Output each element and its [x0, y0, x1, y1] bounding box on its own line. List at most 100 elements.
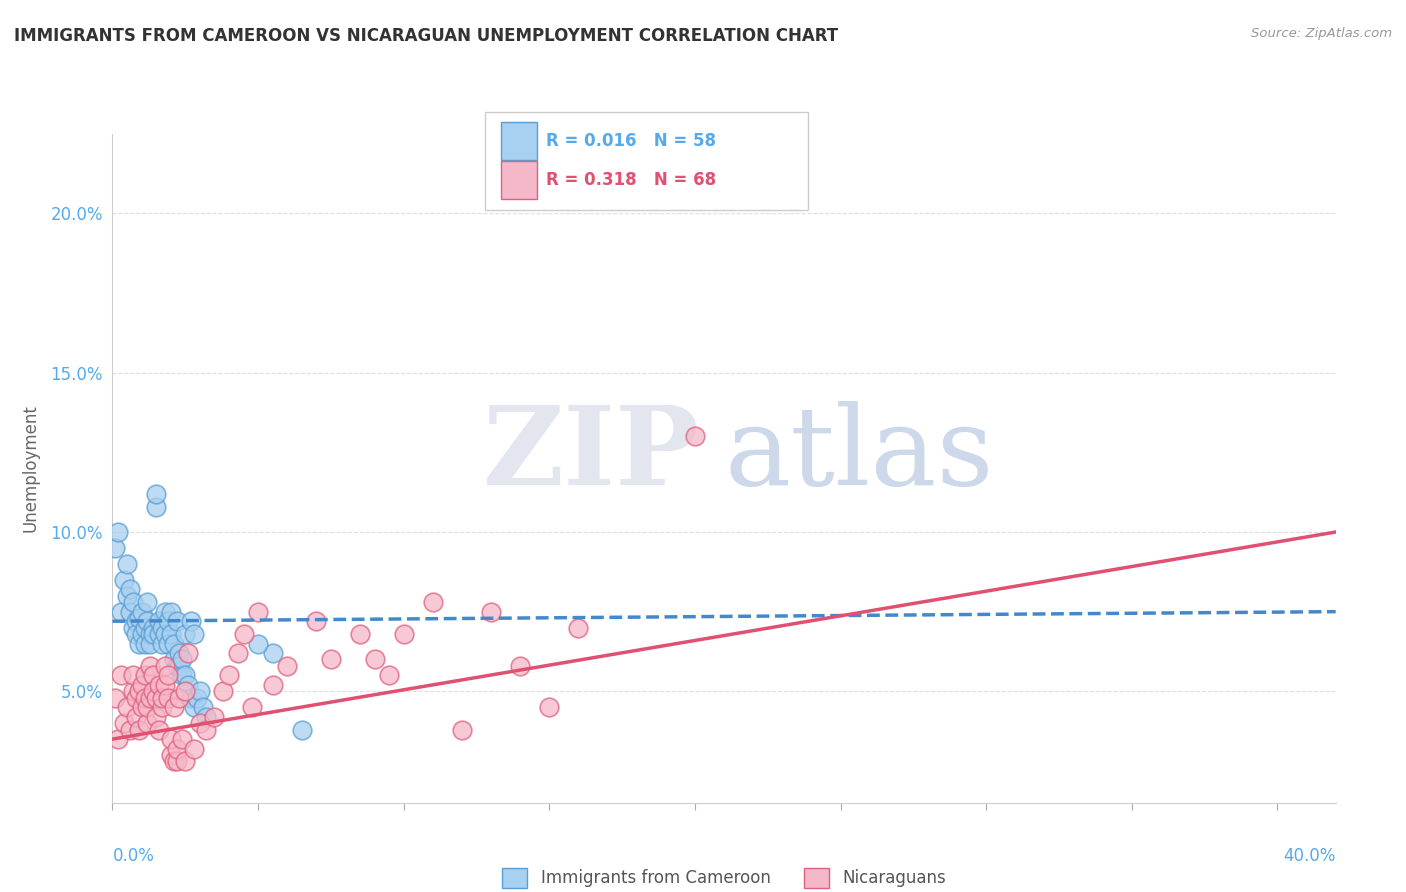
Point [136, 700, 159, 714]
Point [378, 668, 401, 682]
Point [156, 614, 179, 628]
Point [134, 621, 156, 635]
Point [134, 668, 156, 682]
Point [156, 636, 179, 650]
Point [247, 636, 270, 650]
Point [153, 605, 176, 619]
Point [134, 636, 156, 650]
Point [150, 690, 173, 705]
Point [183, 741, 205, 756]
Point [145, 710, 167, 724]
Point [166, 614, 188, 628]
Point [125, 614, 148, 628]
Point [305, 614, 328, 628]
Point [148, 614, 170, 628]
Point [125, 710, 148, 724]
Point [163, 652, 186, 666]
Point [159, 605, 181, 619]
Point [319, 652, 342, 666]
Text: 40.0%: 40.0% [1284, 847, 1336, 865]
Point [349, 627, 371, 641]
Point [104, 541, 127, 555]
Point [188, 684, 211, 698]
Point [139, 636, 162, 650]
Point [177, 646, 200, 660]
Point [153, 678, 176, 692]
Point [683, 429, 706, 443]
Point [131, 627, 153, 641]
Point [183, 627, 205, 641]
Point [169, 658, 191, 673]
Point [174, 684, 197, 698]
Point [276, 658, 298, 673]
Point [104, 690, 127, 705]
Text: R = 0.318   N = 68: R = 0.318 N = 68 [546, 171, 716, 189]
Point [112, 716, 135, 731]
Point [159, 627, 181, 641]
Point [134, 690, 156, 705]
Point [156, 690, 179, 705]
Point [122, 684, 145, 698]
Point [142, 621, 165, 635]
Point [172, 668, 194, 682]
Point [180, 690, 202, 705]
Text: IMMIGRANTS FROM CAMEROON VS NICARAGUAN UNEMPLOYMENT CORRELATION CHART: IMMIGRANTS FROM CAMEROON VS NICARAGUAN U… [14, 27, 838, 45]
Point [166, 741, 188, 756]
Point [212, 684, 235, 698]
Point [163, 636, 186, 650]
Point [148, 627, 170, 641]
Point [226, 646, 249, 660]
Point [172, 732, 194, 747]
Point [128, 611, 150, 625]
Point [128, 684, 150, 698]
Point [183, 700, 205, 714]
Point [145, 500, 167, 514]
Point [150, 700, 173, 714]
Point [125, 627, 148, 641]
Point [262, 646, 284, 660]
Point [451, 723, 474, 737]
Point [122, 595, 145, 609]
Point [194, 710, 217, 724]
Point [166, 658, 188, 673]
Y-axis label: Unemployment: Unemployment [21, 404, 39, 533]
Point [142, 668, 165, 682]
Point [163, 700, 186, 714]
Point [153, 658, 176, 673]
Point [118, 723, 141, 737]
Point [142, 627, 165, 641]
Point [145, 487, 167, 501]
Point [174, 755, 197, 769]
Point [145, 690, 167, 705]
Point [169, 690, 191, 705]
Point [110, 668, 132, 682]
Point [174, 668, 197, 682]
Point [115, 557, 138, 571]
Point [218, 668, 240, 682]
Point [291, 723, 314, 737]
Point [232, 627, 254, 641]
Point [177, 678, 200, 692]
Text: atlas: atlas [724, 401, 994, 508]
Text: R = 0.016   N = 58: R = 0.016 N = 58 [546, 132, 716, 150]
Point [139, 690, 162, 705]
Text: 0.0%: 0.0% [112, 847, 155, 865]
Point [180, 614, 202, 628]
Point [363, 652, 385, 666]
Point [240, 700, 263, 714]
Point [150, 621, 173, 635]
Point [159, 747, 181, 762]
Point [247, 605, 270, 619]
Point [186, 690, 208, 705]
Point [107, 524, 129, 539]
Point [163, 755, 186, 769]
Point [131, 700, 153, 714]
Point [422, 595, 444, 609]
Point [204, 710, 226, 724]
Point [118, 582, 141, 597]
Point [128, 636, 150, 650]
Point [153, 627, 176, 641]
Point [191, 700, 214, 714]
Point [122, 668, 145, 682]
Point [169, 646, 191, 660]
